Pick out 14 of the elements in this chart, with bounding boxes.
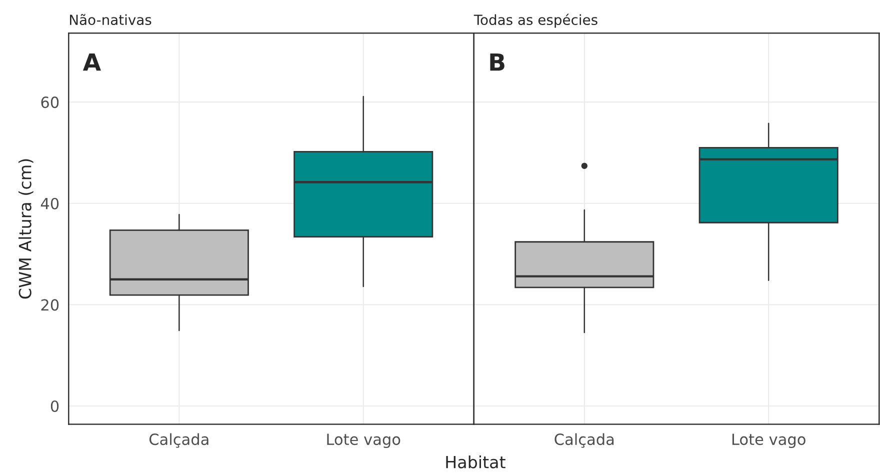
x-tick-label: Lote vago bbox=[732, 434, 806, 448]
y-axis-title: CWM Altura (cm) bbox=[18, 159, 34, 299]
x-axis-title: Habitat bbox=[446, 456, 506, 468]
y-tick-label: 0 bbox=[50, 400, 59, 412]
chart-title: Não-nativas bbox=[70, 14, 152, 26]
y-tick-label: 40 bbox=[40, 198, 59, 210]
chart-title: Todas as espécies bbox=[474, 14, 598, 28]
x-tick-label: Calçada bbox=[554, 433, 614, 448]
x-tick-label: Lote vago bbox=[327, 434, 400, 448]
y-tick-label: 60 bbox=[41, 96, 59, 108]
x-tick-label: Calçada bbox=[149, 433, 208, 448]
annotation: A bbox=[82, 53, 101, 71]
annotation: B bbox=[490, 53, 504, 71]
y-tick-label: 20 bbox=[41, 299, 59, 311]
